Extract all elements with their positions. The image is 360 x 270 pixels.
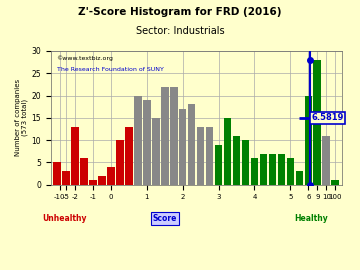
Text: The Research Foundation of SUNY: The Research Foundation of SUNY: [57, 67, 163, 72]
Bar: [332, 180, 339, 185]
Bar: [62, 171, 70, 185]
Bar: [152, 118, 159, 185]
Bar: [260, 154, 267, 185]
Text: 6.5819: 6.5819: [311, 113, 344, 122]
Bar: [116, 140, 124, 185]
Bar: [125, 127, 132, 185]
Bar: [278, 154, 285, 185]
Bar: [224, 118, 231, 185]
Text: ©www.textbiz.org: ©www.textbiz.org: [57, 55, 113, 60]
Bar: [242, 140, 249, 185]
Bar: [197, 127, 204, 185]
Bar: [206, 127, 213, 185]
Bar: [188, 104, 195, 185]
Bar: [143, 100, 150, 185]
Bar: [296, 171, 303, 185]
Text: Z'-Score Histogram for FRD (2016): Z'-Score Histogram for FRD (2016): [78, 7, 282, 17]
Bar: [179, 109, 186, 185]
Bar: [269, 154, 276, 185]
Y-axis label: Number of companies
(573 total): Number of companies (573 total): [15, 79, 28, 156]
Bar: [233, 136, 240, 185]
Bar: [89, 180, 97, 185]
Bar: [287, 158, 294, 185]
Text: Healthy: Healthy: [294, 214, 328, 223]
Bar: [80, 158, 88, 185]
Bar: [71, 127, 79, 185]
Bar: [215, 145, 222, 185]
Bar: [305, 96, 312, 185]
Bar: [53, 163, 61, 185]
Bar: [251, 158, 258, 185]
Text: Score: Score: [153, 214, 177, 223]
Bar: [161, 87, 168, 185]
Bar: [314, 60, 321, 185]
Bar: [170, 87, 177, 185]
Bar: [323, 136, 330, 185]
Bar: [98, 176, 106, 185]
Bar: [134, 96, 141, 185]
Bar: [107, 167, 115, 185]
Text: Unhealthy: Unhealthy: [42, 214, 87, 223]
Text: Sector: Industrials: Sector: Industrials: [136, 26, 224, 36]
